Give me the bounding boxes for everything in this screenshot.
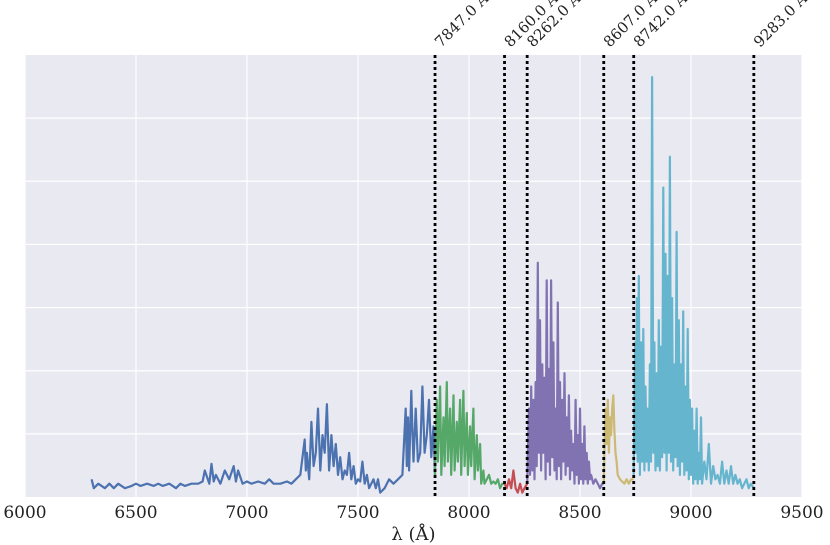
x-tick-label: 6500 xyxy=(114,503,157,523)
series-line-5 xyxy=(602,394,634,485)
x-axis-label: λ (Å) xyxy=(391,523,435,545)
marker-label-1: 7847.0 Å xyxy=(431,0,492,51)
x-tick-label: 6000 xyxy=(3,503,46,523)
series-line-1 xyxy=(90,385,437,494)
series-line-2 xyxy=(433,381,505,490)
series-line-6 xyxy=(632,76,755,490)
x-tick-label: 8500 xyxy=(558,503,601,523)
x-tick-label: 8000 xyxy=(447,503,490,523)
x-axis-ticks: 6000 6500 7000 7500 8000 8500 9000 9500 xyxy=(3,503,823,523)
spectrum-series xyxy=(90,76,755,494)
series-line-3 xyxy=(503,469,529,494)
marker-label-6: 9283.0 Å xyxy=(750,0,811,51)
x-tick-label: 7000 xyxy=(225,503,268,523)
x-tick-label: 7500 xyxy=(336,503,379,523)
x-tick-label: 9000 xyxy=(669,503,712,523)
series-line-4 xyxy=(526,261,604,490)
x-tick-label: 9500 xyxy=(780,503,823,523)
